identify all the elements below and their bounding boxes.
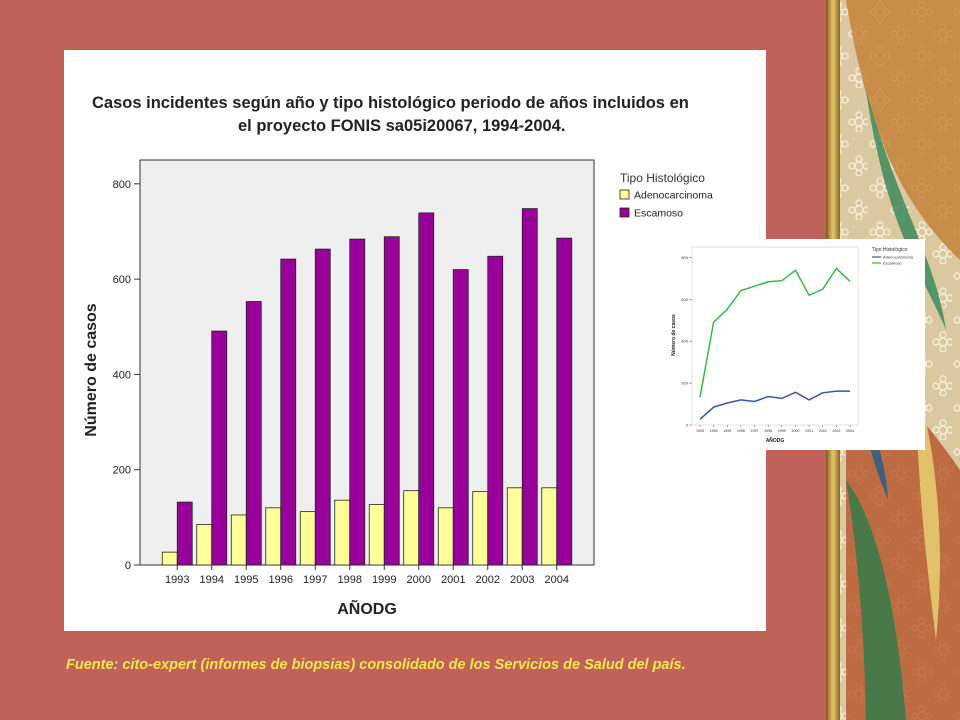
inset-x-tick-label: 1999	[778, 429, 786, 433]
chart-title-line-1: Casos incidentes según año y tipo histol…	[92, 94, 689, 112]
y-axis-label: Número de casos	[83, 303, 100, 436]
bar-chart: Casos incidentes según año y tipo histol…	[83, 94, 713, 618]
bar-escamoso-1996	[280, 258, 297, 566]
bar-adenocarcinoma-2004	[541, 487, 558, 566]
bar-escamoso-2002	[487, 255, 504, 566]
bar-adenocarcinoma-2003	[506, 487, 523, 566]
inset-legend-label-adenocarcinoma: Adenocarcinoma	[883, 255, 914, 260]
inset-x-tick-label: 2000	[791, 429, 799, 433]
bar-escamoso-1997	[314, 248, 331, 566]
bar-escamoso-2004	[556, 237, 573, 566]
inset-legend-title: Tipo Histológico	[872, 247, 908, 253]
inset-legend-label-escamoso: Escamoso	[883, 261, 902, 266]
inset-line-chart-card: 0 200 400 600 800 1993 1994 1995 1996 1997 1998 199…	[667, 239, 925, 450]
inset-line-adenocarcinoma	[699, 390, 850, 420]
y-tick-label: 400	[113, 369, 131, 381]
legend-label-adenocarcinoma: Adenocarcinoma	[634, 190, 713, 202]
bar-escamoso-1998	[349, 238, 366, 566]
inset-x-tick-label: 1995	[723, 429, 731, 433]
bar-adenocarcinoma-2000	[403, 490, 420, 566]
bar-escamoso-1993	[176, 501, 193, 566]
bar-adenocarcinoma-1996	[265, 507, 282, 566]
bar-adenocarcinoma-1995	[230, 514, 247, 566]
bar-escamoso-2003	[521, 208, 538, 566]
bar-adenocarcinoma-1993	[161, 551, 178, 566]
inset-line-escamoso	[699, 267, 851, 398]
inset-x-tick-label: 2001	[805, 429, 813, 433]
inset-line-chart: 0 200 400 600 800 1993 1994 1995 1996 1997 1998 199…	[671, 246, 914, 444]
legend-title: Tipo Histológico	[620, 171, 705, 185]
legend-swatch-adenocarcinoma	[619, 189, 630, 200]
bar-adenocarcinoma-2001	[437, 507, 454, 566]
x-tick-label: 1993	[165, 574, 189, 586]
inset-x-tick-label: 1994	[710, 429, 718, 433]
inset-x-tick-label: 2003	[832, 429, 840, 433]
inset-x-tick-label: 1996	[737, 429, 745, 433]
inset-x-tick-label: 1998	[764, 429, 772, 433]
chart-title-line-2: el proyecto FONIS sa05i20067, 1994-2004.	[238, 117, 565, 135]
bar-adenocarcinoma-1999	[368, 504, 385, 566]
inset-y-tick-label: 200	[681, 381, 688, 386]
bar-escamoso-1999	[383, 236, 400, 566]
bar-adenocarcinoma-1994	[196, 524, 213, 566]
x-tick-label: 1994	[200, 574, 224, 586]
x-axis-label: AÑODG	[337, 598, 397, 618]
x-tick-label: 2000	[407, 574, 431, 586]
main-chart-card: Casos incidentes según año y tipo histol…	[64, 50, 766, 631]
y-tick-label: 0	[125, 560, 131, 572]
inset-x-tick-label: 1993	[696, 429, 704, 433]
bar-escamoso-1995	[245, 301, 262, 566]
inset-x-tick-label: 1997	[751, 429, 759, 433]
bar-adenocarcinoma-1997	[299, 511, 316, 566]
x-tick-label: 1997	[303, 574, 327, 586]
legend-label-escamoso: Escamoso	[634, 208, 683, 220]
bar-escamoso-2001	[452, 269, 469, 566]
inset-y-axis-label: Número de casos	[671, 314, 677, 356]
y-tick-label: 800	[113, 179, 131, 191]
y-tick-label: 200	[113, 465, 131, 477]
inset-x-tick-label: 2002	[819, 429, 827, 433]
source-footnote: Fuente: cito-expert (informes de biopsia…	[66, 657, 686, 673]
bar-adenocarcinoma-2002	[472, 491, 489, 566]
inset-y-tick-label: 800	[681, 255, 688, 260]
x-tick-label: 1996	[269, 574, 293, 586]
bar-escamoso-2000	[418, 212, 435, 566]
x-tick-label: 2004	[545, 574, 569, 586]
inset-y-tick-label: 0	[686, 423, 689, 428]
bar-adenocarcinoma-1998	[334, 499, 351, 566]
x-tick-label: 2001	[441, 574, 465, 586]
legend-swatch-escamoso	[619, 207, 630, 218]
inset-x-tick-label: 2004	[846, 429, 854, 433]
inset-y-tick-label: 600	[681, 297, 688, 302]
x-tick-label: 1998	[338, 574, 362, 586]
bar-escamoso-1994	[211, 330, 228, 566]
x-tick-label: 2002	[476, 574, 500, 586]
x-tick-label: 1995	[234, 574, 258, 586]
inset-y-tick-label: 400	[681, 339, 688, 344]
x-tick-label: 2003	[510, 574, 534, 586]
y-tick-label: 600	[113, 274, 131, 286]
x-tick-label: 1999	[372, 574, 396, 586]
inset-x-axis-label: AÑODG	[766, 437, 785, 444]
